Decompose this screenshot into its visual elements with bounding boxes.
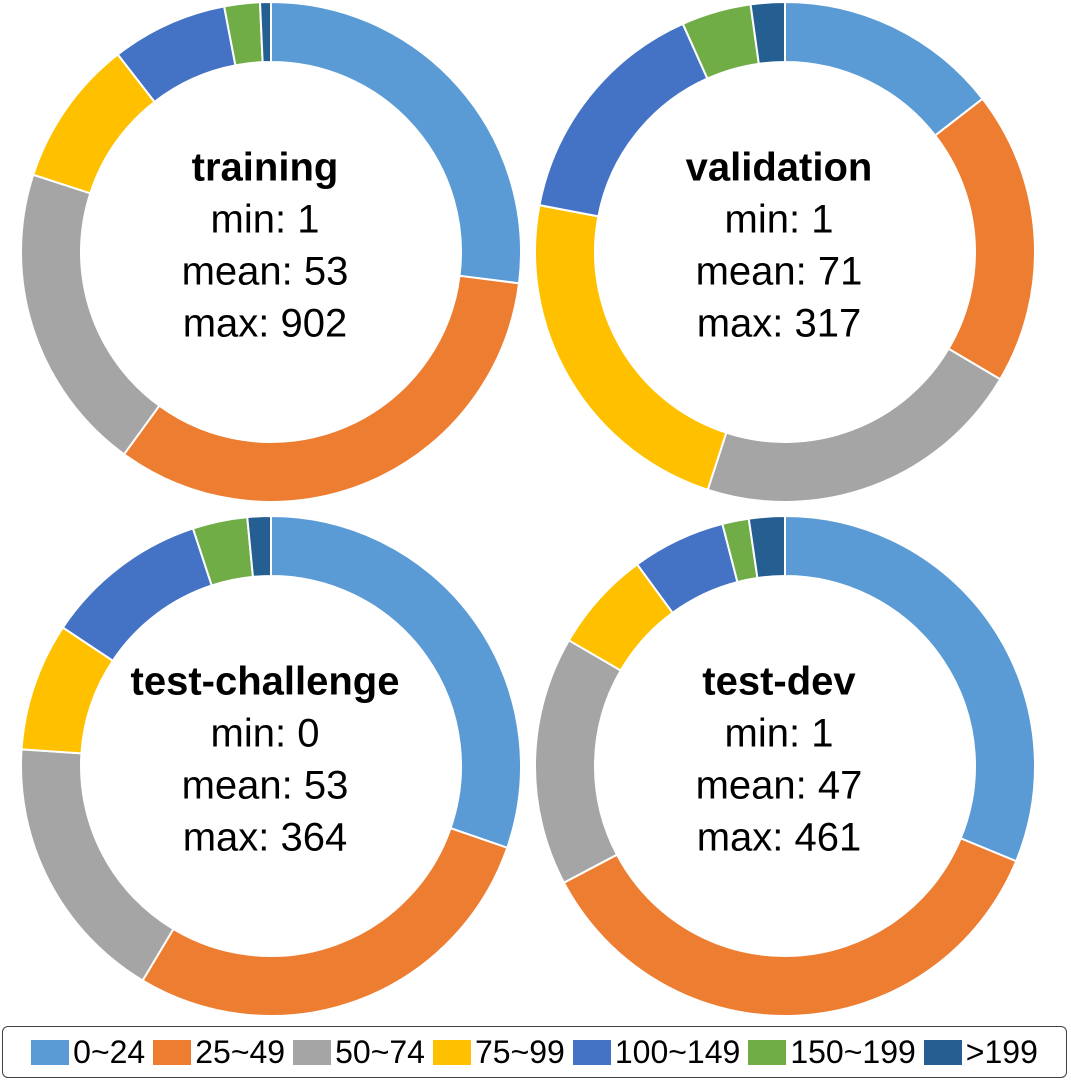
legend-label: >199	[965, 1033, 1038, 1070]
donut-slice-50-74	[706, 347, 1002, 503]
legend-label: 150~199	[790, 1033, 916, 1070]
legend-swatch	[748, 1039, 787, 1065]
legend-item-25-49[interactable]: 25~49	[153, 1034, 285, 1071]
legend-swatch	[293, 1039, 332, 1065]
legend-item-50-74[interactable]: 50~74	[293, 1034, 425, 1071]
donut-stat-min: min: 1	[725, 712, 834, 756]
donut-stat-mean: mean: 53	[182, 764, 349, 808]
donut-slice-25-49	[933, 97, 1036, 381]
donut-slice-50-74	[534, 638, 623, 885]
legend-item-75-99[interactable]: 75~99	[432, 1033, 565, 1071]
donut-slice-0-24	[784, 514, 1036, 863]
donut-slice-over-199	[749, 0, 786, 65]
donut-title: test-challenge	[131, 660, 400, 704]
donut-test-dev: test-dev min: 1 mean: 47 max: 461	[534, 514, 1036, 1017]
donut-title: validation	[686, 146, 873, 190]
donut-slice-over-199	[258, 0, 272, 64]
donut-slice-100-149	[61, 527, 213, 663]
legend-swatch	[153, 1039, 192, 1065]
legend-item-over-199[interactable]: >199	[923, 1033, 1038, 1071]
legend-label: 75~99	[474, 1033, 565, 1070]
donut-stat-max: max: 317	[697, 302, 862, 346]
legend-label: 0~24	[73, 1033, 146, 1070]
donut-validation: validation min: 1 mean: 71 max: 317	[534, 0, 1036, 503]
legend-swatch	[432, 1039, 471, 1065]
donut-slice-over-199	[747, 514, 786, 580]
donut-training: training min: 1 mean: 53 max: 902	[20, 0, 522, 503]
donut-stat-max: max: 364	[183, 816, 348, 860]
donut-slice-25-49	[562, 837, 1018, 1017]
legend-label: 25~49	[195, 1033, 286, 1070]
donut-slice-25-49	[122, 274, 521, 503]
donut-slice-over-199	[246, 514, 272, 578]
donut-charts: training min: 1 mean: 53 max: 902 validation…	[20, 0, 1036, 1017]
legend-label: 100~149	[614, 1033, 741, 1070]
donut-slice-50-74	[20, 748, 175, 982]
donut-test-challenge: test-challenge min: 0 mean: 53 max: 364	[20, 514, 522, 1017]
donut-slice-100-149	[538, 22, 709, 218]
donut-stat-mean: mean: 53	[182, 250, 349, 294]
legend-swatch	[31, 1039, 70, 1065]
donut-slice-50-74	[20, 173, 161, 456]
donut-stat-mean: mean: 71	[696, 250, 863, 294]
donut-title: training	[192, 146, 339, 190]
legend-label: 50~74	[335, 1033, 425, 1070]
donut-stat-min: min: 1	[211, 198, 320, 242]
donut-stat-min: min: 1	[725, 198, 834, 242]
donut-slice-0-24	[784, 0, 984, 137]
donut-stat-mean: mean: 47	[696, 764, 863, 808]
donut-slice-75-99	[534, 203, 728, 492]
donut-title: test-dev	[702, 660, 856, 704]
legend-item-150-199[interactable]: 150~199	[748, 1033, 916, 1071]
legend-item-0-24[interactable]: 0~24	[31, 1034, 145, 1071]
donut-stat-max: max: 461	[697, 816, 862, 860]
donut-stat-max: max: 902	[183, 302, 348, 346]
legend-item-100-149[interactable]: 100~149	[572, 1033, 741, 1071]
legend: 0~24 25~49 50~74 75~99 100~149 150~199 >…	[2, 1026, 1067, 1078]
donut-slice-0-24	[270, 514, 522, 850]
legend-swatch	[923, 1039, 962, 1065]
donut-stat-min: min: 0	[211, 712, 320, 756]
legend-swatch	[572, 1039, 611, 1065]
